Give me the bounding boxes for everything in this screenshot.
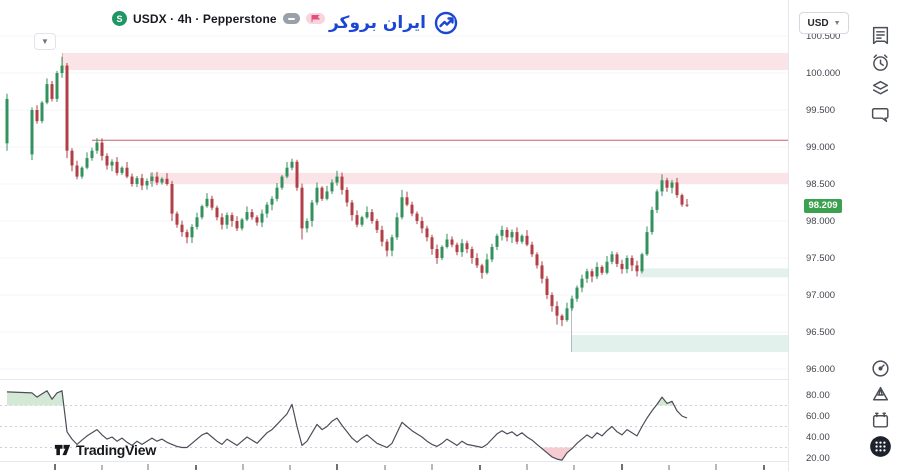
rsi-axis-label: 40.00 <box>806 431 830 443</box>
rsi-axis-label: 60.00 <box>806 410 830 422</box>
legend-flag-badge[interactable] <box>305 13 325 24</box>
object-tree-button[interactable] <box>868 76 892 100</box>
demand-zone-2 <box>571 335 788 352</box>
price-axis-label: 96.500 <box>806 326 836 338</box>
rsi-line <box>6 390 688 461</box>
demand-zone-1 <box>640 268 788 278</box>
price-axis-label: 98.500 <box>806 178 836 190</box>
symbol-legend[interactable]: S USDX · 4h · Pepperstone <box>112 11 325 26</box>
chat-button[interactable] <box>868 102 892 126</box>
layers-icon <box>872 80 888 94</box>
watchlist-button[interactable] <box>868 23 892 47</box>
currency-label: USD <box>807 17 829 29</box>
technicals-button[interactable] <box>868 356 892 380</box>
apps-grid-icon <box>869 435 891 457</box>
current-price-label: 98.209 <box>804 198 842 213</box>
right-toolbar <box>859 0 900 471</box>
price-axis-label: 96.000 <box>806 363 836 375</box>
price-axis-label: 99.500 <box>806 104 836 116</box>
price-axis-label: 100.000 <box>806 67 841 79</box>
apps-button[interactable] <box>868 434 892 458</box>
rsi-axis-label: 80.00 <box>806 389 830 401</box>
supply-zone-2 <box>150 172 788 184</box>
calendar-button[interactable] <box>868 408 892 432</box>
chat-bubble-icon <box>871 107 889 122</box>
currency-selector[interactable]: USD ▼ <box>799 12 849 34</box>
legend-expand-button[interactable]: ▼ <box>34 33 56 50</box>
prism-icon <box>872 386 888 400</box>
price-axis-label: 97.000 <box>806 289 836 301</box>
price-axis-label: 99.000 <box>806 141 836 153</box>
supply-zone-1 <box>62 53 788 70</box>
price-axis-label: 98.000 <box>806 215 836 227</box>
tradingview-label: TradingView <box>76 442 157 458</box>
chevron-down-icon: ▼ <box>833 19 841 27</box>
price-axis-label: 100.500 <box>806 30 841 42</box>
price-axis[interactable]: 98.209 100.500 100.000 99.500 99.000 98.500 9… <box>788 0 860 471</box>
calendar-icon <box>872 412 888 428</box>
tradingview-logo[interactable]: TradingView <box>54 442 156 458</box>
legend-collapse-badge[interactable] <box>282 13 300 24</box>
ideas-button[interactable] <box>868 382 892 406</box>
symbol-logo: S <box>112 11 127 26</box>
alerts-button[interactable] <box>868 50 892 74</box>
symbol-title[interactable]: USDX · 4h · Pepperstone <box>133 11 277 26</box>
price-axis-label: 97.500 <box>806 252 836 264</box>
gauge-icon <box>871 359 889 377</box>
minus-icon <box>287 17 295 20</box>
alarm-clock-icon <box>872 53 888 71</box>
flag-icon <box>311 15 320 22</box>
price-chart-canvas[interactable] <box>0 0 788 471</box>
tradingview-mark-icon <box>54 444 71 456</box>
rsi-axis-label: 20.00 <box>806 452 830 464</box>
watchlist-icon <box>872 26 888 44</box>
